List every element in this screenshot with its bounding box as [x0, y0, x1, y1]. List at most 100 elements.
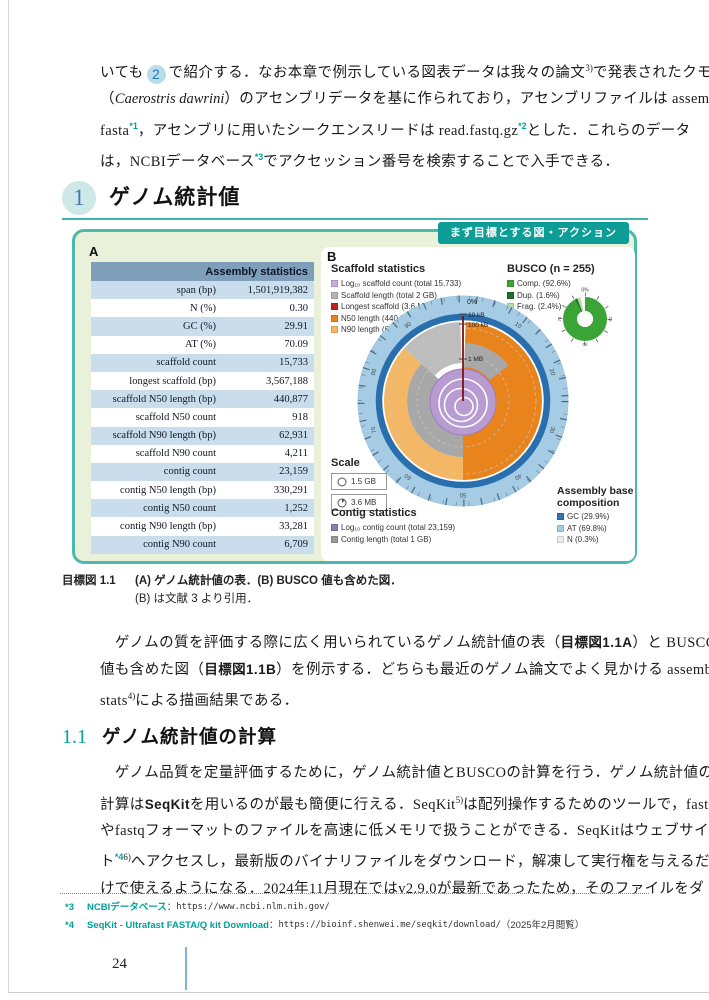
- legend-item: N90 length (62.9 kB): [331, 324, 461, 336]
- row-value: 1,252: [284, 502, 308, 514]
- footnote-ref[interactable]: *4: [114, 852, 124, 863]
- table-row: longest scaffold (bp) 3,567,188: [91, 371, 314, 391]
- legend-label: Log₁₀ contig count (total 23,159): [341, 523, 456, 532]
- intro-text: は，NCBIデータベース: [100, 153, 255, 170]
- table-row: scaffold N50 length (bp) 440,877: [91, 390, 314, 409]
- row-value: 62,931: [279, 430, 308, 442]
- figure-ref: 目標図1.1A: [560, 635, 633, 650]
- donut-dup-arc: [575, 298, 583, 312]
- legend-item: Longest scaffold (3.6 MB): [331, 301, 461, 313]
- footnote-label: SeqKit - Ultrafast FASTA/Q kit Download: [87, 919, 269, 931]
- table-row: contig N50 count 1,252: [91, 499, 314, 518]
- body-text: を用いるのが最も簡便に行える．SeqKit: [189, 796, 456, 813]
- legend-swatch: [331, 291, 338, 299]
- ring-label: 10: [513, 321, 522, 330]
- footnote-label: NCBIデータベース: [87, 902, 167, 913]
- footnote-3: *3 NCBIデータベース ： https://www.ncbi.nlm.nih…: [65, 899, 584, 917]
- spiral-ring: [454, 396, 474, 417]
- scaffold-legend: Log₁₀ scaffold count (total 15,733) Scaf…: [331, 278, 461, 336]
- row-label: span (bp): [176, 284, 216, 296]
- tool-name: SeqKit: [144, 796, 190, 812]
- legend-swatch: [557, 524, 564, 532]
- ring-label: 30: [547, 426, 555, 435]
- intro-text: ，アセンブリに用いたシークエンスリードは read.fastq.gz: [137, 122, 519, 139]
- row-label: longest scaffold (bp): [129, 375, 216, 387]
- row-label: scaffold N50 length (bp): [112, 393, 216, 405]
- scaffold-statistics-title: Scaffold statistics: [331, 263, 426, 275]
- row-label: contig N50 length (bp): [120, 484, 216, 496]
- footnote-ref[interactable]: *1: [129, 120, 138, 131]
- paragraph-line: 計算はSeqKitを用いるのが最も簡便に行える．SeqKit5)は配列操作するた…: [100, 787, 709, 818]
- footnote-suffix: （2025年2月閲覧）: [500, 919, 585, 931]
- footnote-ref[interactable]: *3: [254, 152, 264, 163]
- row-value: 33,281: [279, 521, 308, 533]
- scaffold-length-sector-top: [404, 322, 462, 376]
- legend-label: N (0.3%): [567, 535, 599, 544]
- citation-sup: 3): [585, 63, 593, 73]
- legend-item: Log₁₀ contig count (total 23,159): [331, 522, 455, 534]
- radial-label-1mb: 1 MB: [468, 356, 483, 363]
- chapter-ref-badge[interactable]: 2: [146, 64, 166, 84]
- intro-line-4: は，NCBIデータベース*3でアクセッション番号を検索することで入手できる．: [100, 144, 709, 175]
- contig-legend: Log₁₀ contig count (total 23,159) Contig…: [331, 522, 455, 545]
- table-row: scaffold N90 count 4,211: [91, 444, 314, 463]
- scale-value: 1.5 GB: [351, 476, 376, 486]
- intro-line-3: fasta*1，アセンブリに用いたシークエンスリードは read.fastq.g…: [100, 113, 709, 144]
- legend-item: Comp. (92.6%): [507, 278, 571, 290]
- ring-label: 90: [404, 321, 413, 330]
- intro-text: ）のアセンブリデータを基に作られており，アセンブリファイルは assembly.: [224, 91, 709, 108]
- legend-label: Frag. (2.4%): [517, 302, 562, 311]
- caption-text: (A) ゲノム統計値の表．(B) BUSCO 値も含めた図．: [135, 575, 402, 587]
- paragraph-line: 値も含めた図（目標図1.1B）を例示する．どちらも最近のゲノム論文でよく見かける…: [100, 657, 709, 684]
- row-value: 6,709: [284, 539, 308, 551]
- legend-item: AT (69.8%): [557, 523, 609, 535]
- figure-ref: 目標図1.1B: [204, 661, 277, 677]
- legend-swatch: [331, 535, 338, 543]
- row-label: contig N90 count: [143, 539, 216, 551]
- donut-ticks: [558, 292, 612, 346]
- paragraph-line: ト*46)へアクセスし，最新版のバイナリファイルをダウンロード，解凍して実行権を…: [100, 844, 709, 875]
- row-label: contig N90 length (bp): [120, 521, 216, 533]
- section-title: ゲノム統計値の計算: [102, 726, 277, 747]
- donut-zero-label: 0%: [581, 288, 589, 294]
- footnote-ref[interactable]: *2: [518, 120, 527, 131]
- at-ring: [358, 296, 568, 506]
- citation-sup: 6): [123, 852, 131, 863]
- major-ticks: [357, 295, 569, 507]
- intro-text: で発表されたクモ: [592, 64, 709, 81]
- body-paragraph-1: ゲノムの質を評価する際に広く用いられているゲノム統計値の表（目標図1.1A）と …: [100, 630, 709, 714]
- table-row: N (%) 0.30: [91, 299, 314, 318]
- row-value: 23,159: [279, 466, 308, 478]
- caption-line-1: 目標図 1.1 (A) ゲノム統計値の表．(B) BUSCO 値も含めた図．: [62, 572, 632, 590]
- legend-swatch: [331, 303, 338, 311]
- panel-b: B Scaffold statistics Log₁₀ scaffold cou…: [321, 247, 635, 561]
- radial-label-100kb: 100 kB: [468, 322, 488, 329]
- legend-item: Scaffold length (total 2 GB): [331, 290, 461, 302]
- citation-sup: 4): [127, 691, 136, 701]
- table-row: GC (%) 29.91: [91, 317, 314, 336]
- table-row: contig N90 count 6,709: [91, 535, 314, 554]
- radial-label-10kb: 10 kB: [468, 312, 485, 319]
- table-header: Assembly statistics: [91, 262, 314, 281]
- legend-swatch: [331, 326, 338, 334]
- chapter-heading: 1 ゲノム統計値: [62, 178, 648, 220]
- footnote-url[interactable]: https://www.ncbi.nlm.nih.gov/: [176, 902, 330, 912]
- row-label: contig N50 count: [143, 502, 216, 514]
- footnote-url[interactable]: https://bioinf.shenwei.me/seqkit/downloa…: [278, 919, 501, 930]
- pct0-label: 0%: [467, 299, 477, 306]
- footnote-marker: *3: [65, 902, 74, 913]
- legend-label: Log₁₀ scaffold count (total 15,733): [341, 279, 462, 288]
- page-number: 24: [112, 956, 127, 972]
- row-value: 1,501,919,382: [247, 284, 308, 296]
- assembly-statistics-table: Assembly statistics span (bp) 1,501,919,3…: [91, 262, 314, 554]
- species-name: Caerostris dawrini: [114, 91, 225, 108]
- donut-50-label: 50: [582, 342, 588, 347]
- base-composition-legend: GC (29.9%) AT (69.8%) N (0.3%): [557, 511, 609, 546]
- n90-sector: [384, 348, 463, 480]
- ring-label: 70: [370, 425, 378, 434]
- footnote-colon: ：: [166, 902, 177, 913]
- scale-items: 1.5 GB 3.6 MB: [331, 473, 387, 515]
- snail-plot: 0% 10 kB 100 kB 1 MB 10 20 30 40 50 60 7…: [357, 295, 569, 507]
- paragraph-line: ゲノム品質を定量評価するために，ゲノム統計値とBUSCOの計算を行う．ゲノム統計…: [100, 765, 709, 781]
- spiral-ring: [443, 387, 479, 423]
